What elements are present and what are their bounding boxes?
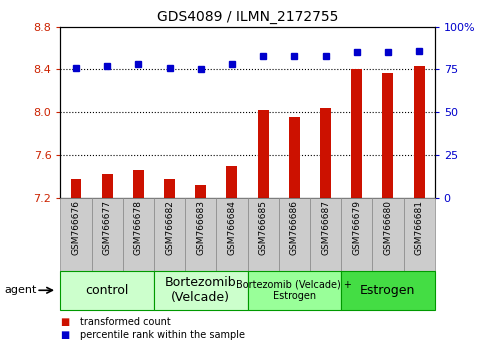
Text: GSM766686: GSM766686 [290,200,299,256]
Text: GSM766687: GSM766687 [321,200,330,256]
Text: Bortezomib
(Velcade): Bortezomib (Velcade) [165,276,237,304]
Bar [227,166,238,198]
Bar [279,198,310,271]
Bar [123,198,154,271]
Text: ■: ■ [60,317,70,327]
Text: GSM766678: GSM766678 [134,200,143,256]
Bar [154,198,185,271]
Bar [320,108,331,198]
Title: GDS4089 / ILMN_2172755: GDS4089 / ILMN_2172755 [157,10,338,24]
Bar [403,198,435,271]
Bar [351,69,362,198]
Bar [341,198,372,271]
Bar [341,271,435,310]
Bar [71,179,82,198]
Text: transformed count: transformed count [80,317,170,327]
Text: GSM766681: GSM766681 [414,200,424,256]
Text: GSM766685: GSM766685 [258,200,268,256]
Bar [133,170,144,198]
Bar [413,66,425,198]
Bar [60,198,92,271]
Text: percentile rank within the sample: percentile rank within the sample [80,330,245,340]
Text: ■: ■ [60,330,70,340]
Bar [60,271,154,310]
Text: GSM766682: GSM766682 [165,200,174,255]
Text: GSM766676: GSM766676 [71,200,81,256]
Text: control: control [85,284,129,297]
Bar [102,173,113,198]
Bar [154,271,248,310]
Bar [372,198,403,271]
Text: GSM766683: GSM766683 [196,200,205,256]
Text: agent: agent [5,285,37,295]
Bar [247,271,341,310]
Text: GSM766677: GSM766677 [103,200,112,256]
Bar [289,117,300,198]
Text: Bortezomib (Velcade) +
Estrogen: Bortezomib (Velcade) + Estrogen [236,279,352,301]
Text: GSM766680: GSM766680 [384,200,392,256]
Text: Estrogen: Estrogen [360,284,415,297]
Bar [216,198,248,271]
Bar [257,110,269,198]
Bar [247,198,279,271]
Text: GSM766679: GSM766679 [352,200,361,256]
Text: GSM766684: GSM766684 [227,200,237,255]
Bar [92,198,123,271]
Bar [383,73,393,198]
Bar [195,185,206,198]
Bar [185,198,216,271]
Bar [310,198,341,271]
Bar [164,179,175,198]
